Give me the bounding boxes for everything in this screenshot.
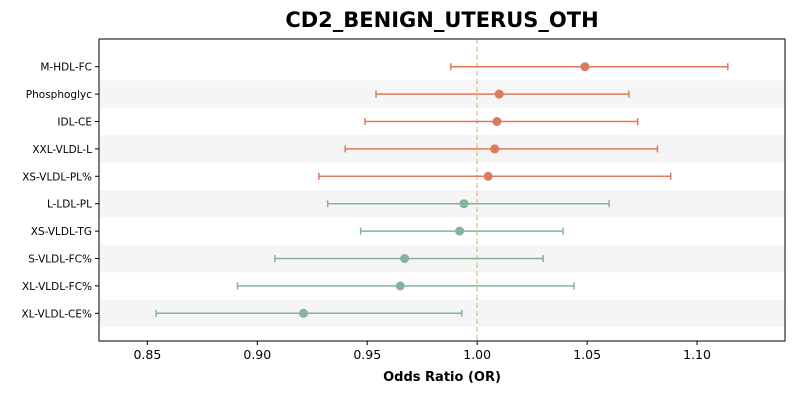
x-tick-layer: 0.85 0.90 0.95 1.00 1.05 1.10 — [133, 341, 711, 362]
x-axis-label: Odds Ratio (OR) — [383, 370, 501, 385]
row-label-layer: M-HDL-FC Phosphoglyc IDL-CE XXL-VLDL-L XS-VL… — [21, 62, 99, 320]
point-estimate — [395, 281, 405, 291]
point-estimate — [494, 89, 504, 99]
point-estimate — [580, 62, 590, 72]
row-label: S-VLDL-FC% — [28, 254, 92, 266]
x-tick-label: 0.85 — [133, 347, 161, 362]
point-estimate — [483, 171, 493, 181]
row-label: Phosphoglyc — [26, 89, 92, 101]
x-tick-label: 0.95 — [353, 347, 381, 362]
point-estimate-layer — [298, 62, 590, 318]
x-tick-label: 1.10 — [683, 347, 711, 362]
x-tick-label: 1.00 — [463, 347, 491, 362]
x-tick-label: 1.05 — [573, 347, 601, 362]
point-estimate — [459, 199, 469, 209]
x-tick-label: 0.90 — [243, 347, 271, 362]
row-label: IDL-CE — [57, 117, 92, 129]
plot-frame — [98, 38, 786, 342]
row-label: XL-VLDL-CE% — [21, 308, 92, 320]
point-estimate — [490, 144, 500, 154]
chart-title: CD2_BENIGN_UTERUS_OTH — [285, 8, 599, 32]
point-estimate — [455, 226, 465, 236]
row-label: XS-VLDL-TG — [31, 226, 92, 238]
row-label: L-LDL-PL — [47, 199, 92, 211]
point-estimate — [492, 117, 502, 126]
row-label: XS-VLDL-PL% — [22, 171, 92, 183]
row-label: M-HDL-FC — [40, 62, 92, 74]
point-estimate — [298, 308, 308, 318]
point-estimate — [400, 254, 410, 263]
row-label: XL-VLDL-FC% — [22, 281, 92, 293]
row-label: XXL-VLDL-L — [32, 144, 92, 156]
